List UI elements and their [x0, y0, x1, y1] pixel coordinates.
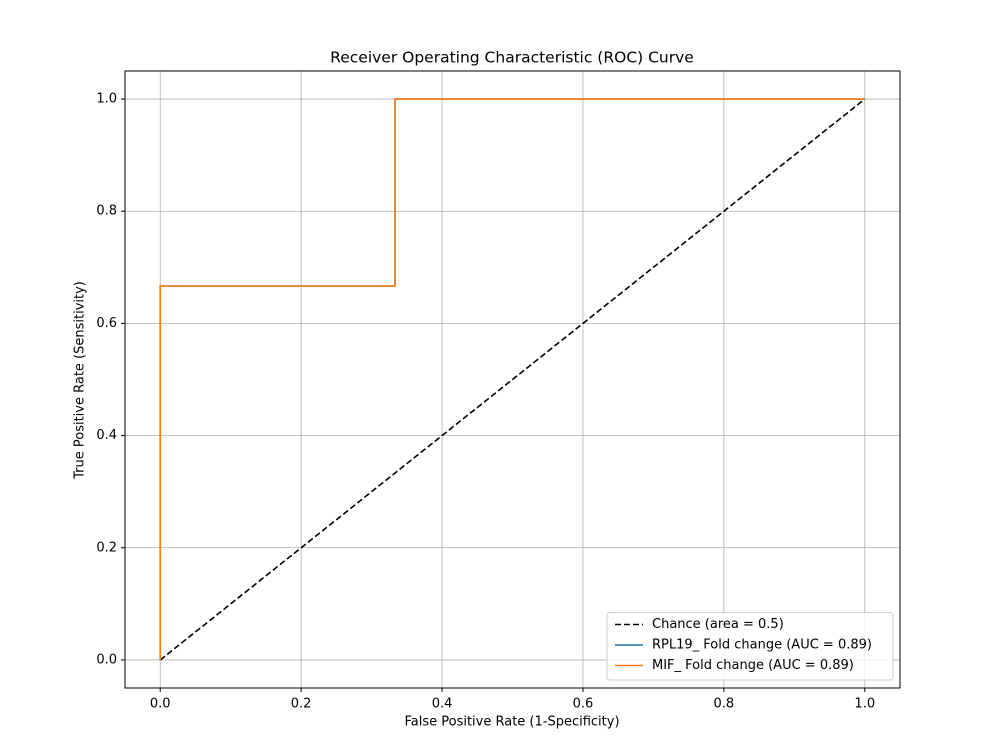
- x-axis-label: False Positive Rate (1-Specificity): [404, 715, 619, 730]
- x-tick-label: 0.6: [573, 697, 594, 712]
- legend-label: Chance (area = 0.5): [652, 617, 784, 632]
- legend-box: [606, 612, 894, 681]
- y-tick-label: 0.6: [96, 316, 117, 331]
- chart-title: Receiver Operating Characteristic (ROC) …: [330, 49, 694, 67]
- x-tick-label: 1.0: [854, 697, 875, 712]
- y-tick-label: 0.0: [96, 652, 117, 667]
- y-axis-label: True Positive Rate (Sensitivity): [73, 281, 88, 480]
- x-tick-label: 0.4: [432, 697, 453, 712]
- legend-label: RPL19_ Fold change (AUC = 0.89): [652, 638, 872, 653]
- y-tick-label: 0.4: [96, 428, 117, 443]
- y-tick-label: 1.0: [96, 92, 117, 107]
- x-tick-label: 0.2: [291, 697, 312, 712]
- x-tick-label: 0.0: [150, 697, 171, 712]
- x-tick-label: 0.8: [714, 697, 735, 712]
- y-tick-label: 0.2: [96, 540, 117, 555]
- legend-label: MIF_ Fold change (AUC = 0.89): [652, 658, 854, 673]
- plot-frame: [124, 70, 901, 689]
- y-tick-label: 0.8: [96, 204, 117, 219]
- series-line: [159, 98, 866, 661]
- series-line: [159, 98, 865, 660]
